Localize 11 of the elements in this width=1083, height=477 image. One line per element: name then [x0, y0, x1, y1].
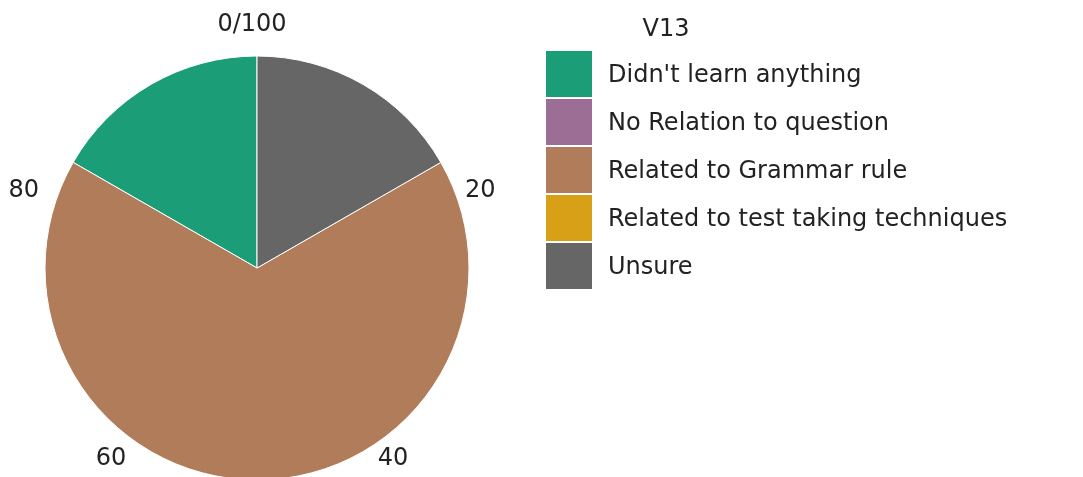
legend-label: Related to test taking techniques: [608, 204, 1008, 232]
legend-label: Related to Grammar rule: [608, 156, 908, 184]
legend-label: Didn't learn anything: [608, 60, 862, 88]
text: 20: [464, 174, 496, 203]
text: 80: [8, 174, 40, 203]
text: 60: [95, 443, 127, 472]
legend-label: No Relation to question: [608, 108, 890, 136]
legend-label: Unsure: [608, 252, 693, 280]
text: 40: [377, 443, 409, 472]
text: 0/100: [217, 9, 287, 37]
legend-title: V13: [641, 13, 691, 44]
